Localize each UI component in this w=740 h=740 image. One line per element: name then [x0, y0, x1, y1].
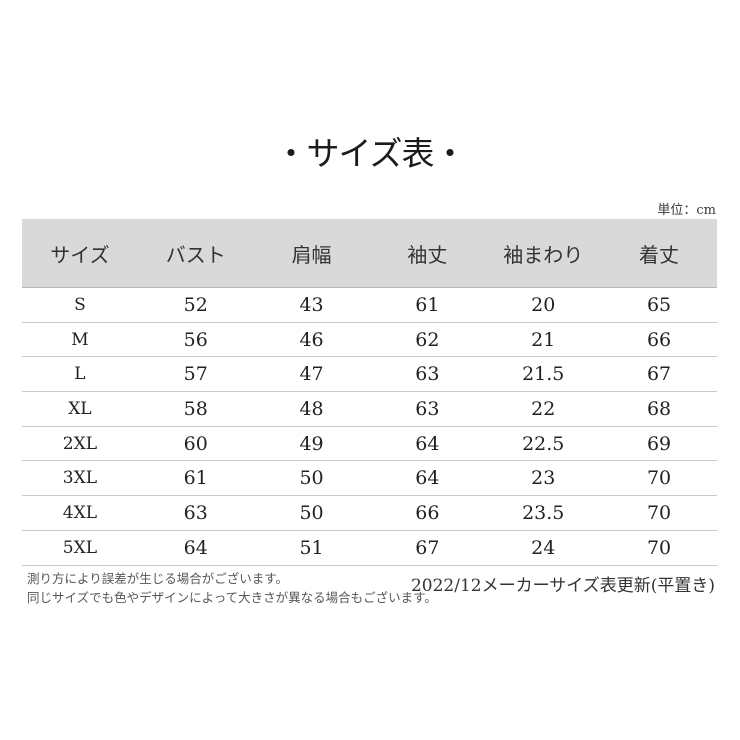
measurement-value: 65 — [646, 293, 672, 316]
measurement-value: 69 — [646, 432, 672, 455]
size-label: 2XL — [62, 433, 98, 454]
size-label: M — [71, 329, 89, 350]
table-row: L 57 47 63 21.5 67 — [22, 357, 717, 393]
measurement-value: 20 — [531, 293, 556, 316]
update-note: 2022/12メーカーサイズ表更新(平置き) — [410, 576, 715, 596]
measurement-value: 66 — [415, 501, 440, 524]
measurement-value: 21.5 — [522, 363, 565, 386]
measurement-value: 62 — [415, 328, 440, 351]
measurement-value: 70 — [646, 501, 672, 524]
size-label: XL — [68, 398, 92, 419]
page-title: ・サイズ表・ — [274, 134, 466, 173]
measurement-value: 43 — [299, 293, 324, 316]
size-label: 3XL — [62, 468, 98, 489]
measurement-value: 24 — [531, 536, 556, 559]
measurement-value: 63 — [415, 397, 440, 420]
measurement-value: 46 — [299, 328, 324, 351]
measurement-value: 50 — [299, 467, 324, 490]
measurement-value: 60 — [183, 432, 208, 455]
size-label: S — [74, 294, 86, 315]
measurement-value: 51 — [299, 536, 324, 559]
column-header: 袖丈 — [407, 242, 448, 267]
measurement-value: 56 — [183, 328, 208, 351]
measurement-value: 61 — [415, 293, 440, 316]
table-row: 4XL 63 50 66 23.5 70 — [22, 496, 717, 531]
measurement-value: 48 — [299, 397, 324, 420]
column-header: バスト — [165, 242, 226, 267]
measurement-value: 49 — [299, 432, 324, 455]
measurement-value: 47 — [299, 363, 324, 386]
table-row: S 52 43 61 20 65 — [22, 288, 717, 323]
table-row: 5XL 64 51 67 24 70 — [22, 531, 717, 566]
note-line: 同じサイズでも色やデザインによって大きさが異なる場合もございます。 — [27, 590, 437, 605]
column-header: 着丈 — [639, 242, 680, 267]
size-label: L — [74, 364, 86, 385]
table-row: M 56 46 62 21 66 — [22, 323, 717, 358]
table-row: XL 58 48 63 22 68 — [22, 392, 717, 427]
measurement-value: 21 — [531, 328, 556, 351]
size-label: 4XL — [62, 502, 98, 523]
measurement-value: 70 — [646, 467, 672, 490]
measurement-value: 70 — [646, 536, 672, 559]
measurement-value: 23 — [531, 467, 556, 490]
measurement-value: 63 — [183, 501, 208, 524]
size-table: サイズ バスト 肩幅 袖丈 袖まわり 着丈 S 52 43 61 20 65 M 56 46 62 21 66 L… — [22, 219, 717, 566]
measurement-value: 50 — [299, 501, 324, 524]
measurement-value: 61 — [183, 467, 208, 490]
measurement-value: 66 — [646, 328, 672, 351]
size-label: 5XL — [62, 537, 98, 558]
table-body: S 52 43 61 20 65 M 56 46 62 21 66 L 57 47 63 21.5 67 XL 58 4… — [22, 288, 717, 566]
measurement-value: 23.5 — [522, 501, 565, 524]
table-header-row: サイズ バスト 肩幅 袖丈 袖まわり 着丈 — [22, 219, 717, 288]
measurement-notes: 測り方により誤差が生じる場合がございます。 同じサイズでも色やデザインによって大… — [27, 569, 437, 607]
column-header: 袖まわり — [503, 242, 584, 267]
measurement-value: 52 — [183, 293, 208, 316]
measurement-value: 64 — [415, 467, 440, 490]
measurement-value: 22 — [531, 397, 556, 420]
measurement-value: 67 — [646, 363, 672, 386]
unit-label: 単位：cm — [657, 203, 716, 218]
measurement-value: 64 — [415, 432, 440, 455]
measurement-value: 22.5 — [522, 432, 565, 455]
measurement-value: 57 — [183, 363, 208, 386]
column-header: 肩幅 — [291, 242, 332, 267]
table-row: 3XL 61 50 64 23 70 — [22, 461, 717, 497]
note-line: 測り方により誤差が生じる場合がございます。 — [27, 571, 289, 586]
measurement-value: 68 — [646, 397, 672, 420]
column-header: サイズ — [50, 242, 110, 267]
measurement-value: 63 — [415, 363, 440, 386]
measurement-value: 64 — [183, 536, 208, 559]
measurement-value: 58 — [183, 397, 208, 420]
table-row: 2XL 60 49 64 22.5 69 — [22, 427, 717, 462]
measurement-value: 67 — [415, 536, 440, 559]
